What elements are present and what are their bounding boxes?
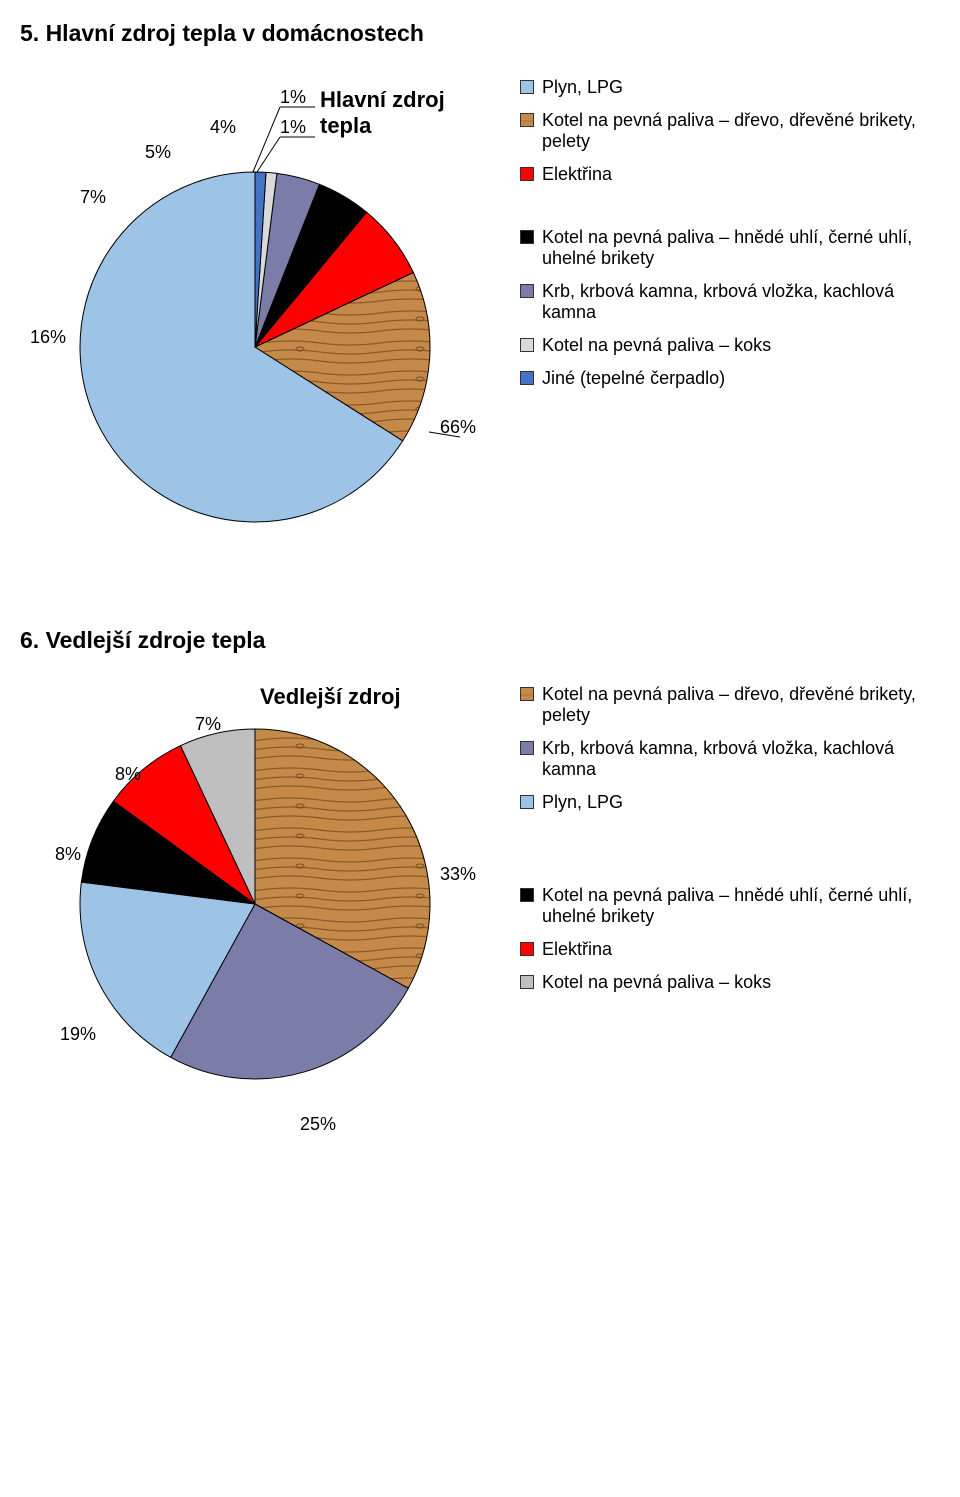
slice-label-16: 16% <box>30 327 66 348</box>
legend-item: Kotel na pevná paliva – koks <box>520 972 940 993</box>
legend-swatch <box>520 113 534 127</box>
chart-2-left: Vedlejší zdroj 33% 25% 19% 8% 8% 7% <box>20 674 490 1194</box>
legend-label: Plyn, LPG <box>542 792 940 813</box>
legend-label: Kotel na pevná paliva – hnědé uhlí, čern… <box>542 227 940 269</box>
legend-swatch <box>520 687 534 701</box>
legend-swatch <box>520 284 534 298</box>
legend-label: Plyn, LPG <box>542 77 940 98</box>
chart-1-legend: Plyn, LPG Kotel na pevná paliva – dřevo,… <box>520 67 940 401</box>
legend-item: Krb, krbová kamna, krbová vložka, kachlo… <box>520 281 940 323</box>
section-1: 5. Hlavní zdroj tepla v domácnostech Hla… <box>20 20 940 547</box>
slice2-label-7: 7% <box>195 714 221 735</box>
chart-2-row: Vedlejší zdroj 33% 25% 19% 8% 8% 7% Kote… <box>20 674 940 1194</box>
legend-label: Kotel na pevná paliva – dřevo, dřevěné b… <box>542 110 940 152</box>
slice-label-1a: 1% <box>280 117 306 138</box>
legend-label: Jiné (tepelné čerpadlo) <box>542 368 940 389</box>
legend-swatch <box>520 80 534 94</box>
legend-swatch <box>520 338 534 352</box>
slice-label-66: 66% <box>440 417 476 438</box>
legend-swatch <box>520 371 534 385</box>
legend-swatch <box>520 975 534 989</box>
chart-2-title: Vedlejší zdroj <box>260 684 401 710</box>
legend-item: Plyn, LPG <box>520 77 940 98</box>
legend-item: Kotel na pevná paliva – dřevo, dřevěné b… <box>520 110 940 152</box>
chart-1-left: Hlavní zdroj tepla 66% 16% 7% 5% 4% 1% 1… <box>20 67 490 547</box>
slice-label-5: 5% <box>145 142 171 163</box>
pie-chart-1 <box>20 67 490 547</box>
legend-item: Kotel na pevná paliva – hnědé uhlí, čern… <box>520 227 940 269</box>
slice2-label-25: 25% <box>300 1114 336 1135</box>
legend-swatch <box>520 230 534 244</box>
slice2-label-33: 33% <box>440 864 476 885</box>
legend-item: Jiné (tepelné čerpadlo) <box>520 368 940 389</box>
legend-item: Elektřina <box>520 164 940 185</box>
legend-item: Plyn, LPG <box>520 792 940 813</box>
legend-swatch <box>520 795 534 809</box>
section-2-heading: 6. Vedlejší zdroje tepla <box>20 627 940 654</box>
legend-item: Kotel na pevná paliva – koks <box>520 335 940 356</box>
legend-label: Elektřina <box>542 939 940 960</box>
section-1-heading: 5. Hlavní zdroj tepla v domácnostech <box>20 20 940 47</box>
legend-item: Kotel na pevná paliva – hnědé uhlí, čern… <box>520 885 940 927</box>
legend-swatch <box>520 888 534 902</box>
slice2-label-19: 19% <box>60 1024 96 1045</box>
legend-label: Kotel na pevná paliva – hnědé uhlí, čern… <box>542 885 940 927</box>
slice2-label-8a: 8% <box>55 844 81 865</box>
legend-label: Kotel na pevná paliva – koks <box>542 335 940 356</box>
legend-label: Krb, krbová kamna, krbová vložka, kachlo… <box>542 738 940 780</box>
legend-label: Krb, krbová kamna, krbová vložka, kachlo… <box>542 281 940 323</box>
legend-swatch <box>520 167 534 181</box>
legend-label: Kotel na pevná paliva – koks <box>542 972 940 993</box>
slice-label-7: 7% <box>80 187 106 208</box>
slice-label-1b: 1% <box>280 87 306 108</box>
legend-item: Krb, krbová kamna, krbová vložka, kachlo… <box>520 738 940 780</box>
pie-chart-2 <box>20 674 490 1194</box>
legend-swatch <box>520 741 534 755</box>
slice2-label-8b: 8% <box>115 764 141 785</box>
legend-item: Elektřina <box>520 939 940 960</box>
section-2: 6. Vedlejší zdroje tepla Vedlejší zdroj … <box>20 627 940 1194</box>
chart-2-legend: Kotel na pevná paliva – dřevo, dřevěné b… <box>520 674 940 1005</box>
legend-label: Kotel na pevná paliva – dřevo, dřevěné b… <box>542 684 940 726</box>
legend-item: Kotel na pevná paliva – dřevo, dřevěné b… <box>520 684 940 726</box>
legend-label: Elektřina <box>542 164 940 185</box>
legend-swatch <box>520 942 534 956</box>
slice-label-4: 4% <box>210 117 236 138</box>
chart-1-row: Hlavní zdroj tepla 66% 16% 7% 5% 4% 1% 1… <box>20 67 940 547</box>
chart-1-title: Hlavní zdroj tepla <box>320 87 490 139</box>
